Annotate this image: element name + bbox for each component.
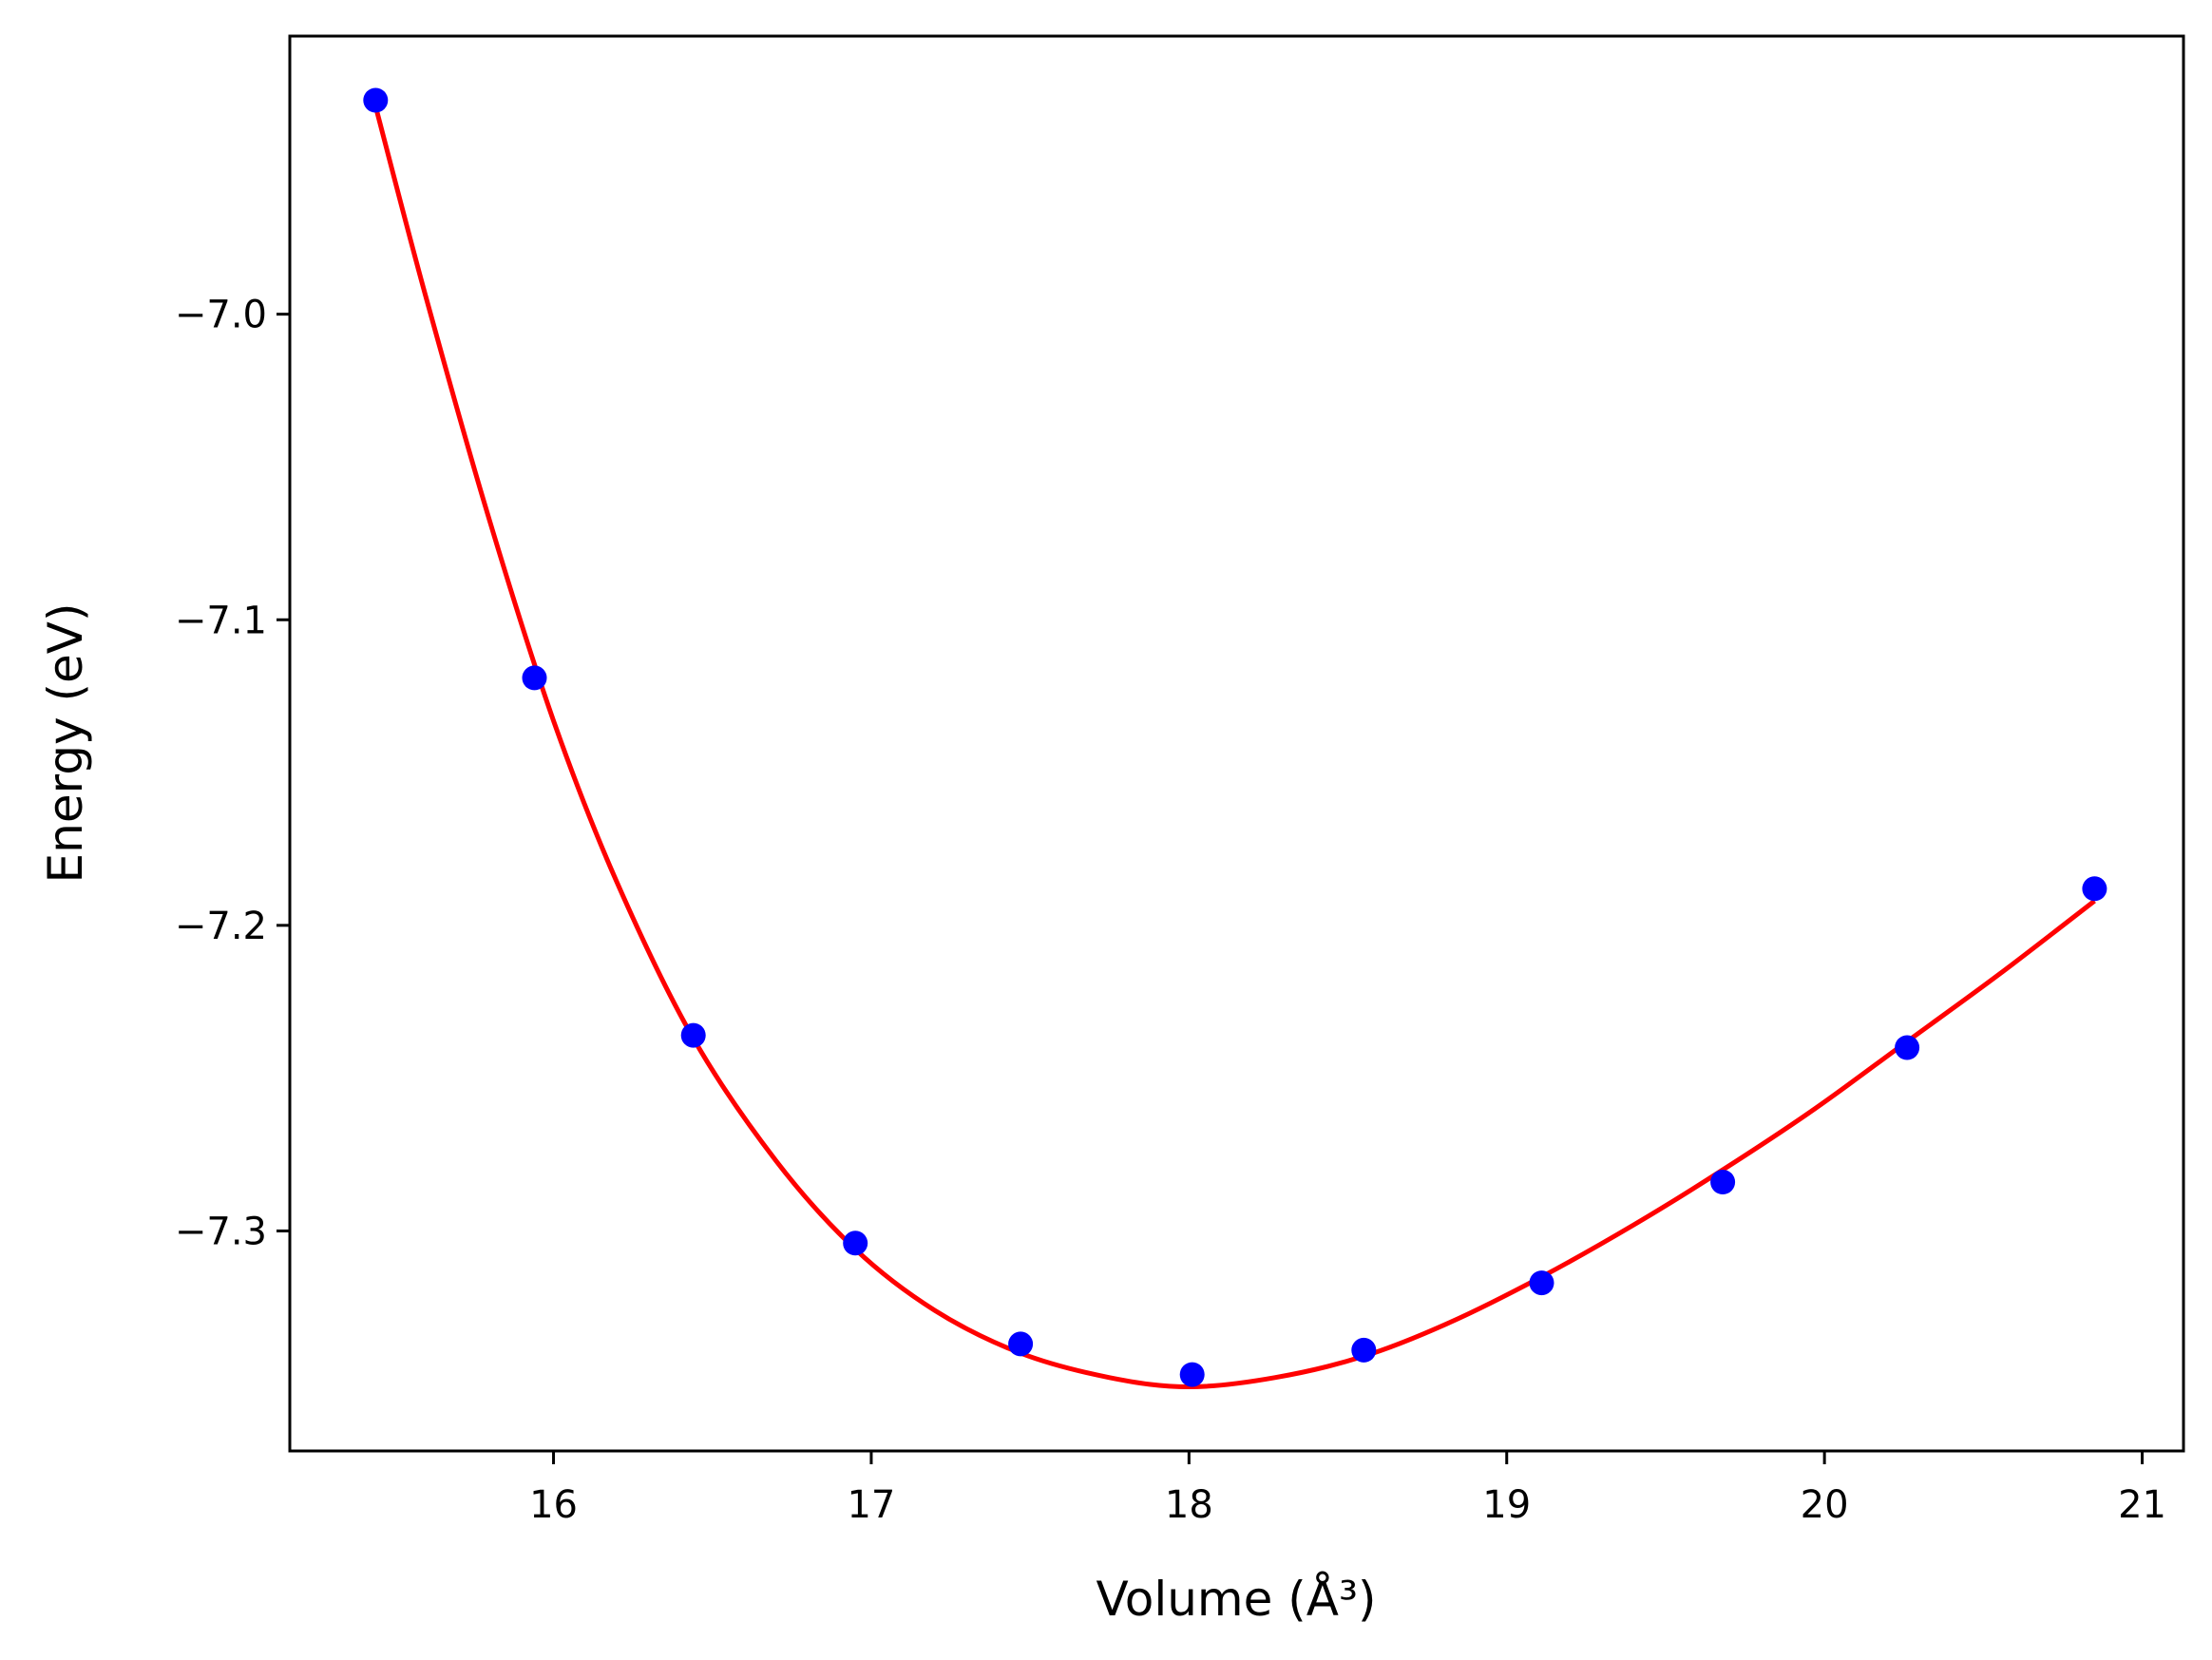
data-point [2082, 876, 2107, 902]
x-tick-label: 18 [1165, 1483, 1213, 1527]
x-axis-label: Volume (Å³) [1096, 1572, 1376, 1627]
data-point [843, 1231, 868, 1256]
y-axis-label: Energy (eV) [38, 603, 93, 884]
data-point [363, 87, 389, 113]
data-points-layer [363, 87, 2107, 1387]
fit-curve [372, 105, 2096, 1389]
data-point [522, 665, 547, 691]
x-axis-ticks: 16 17 18 19 20 21 [529, 1451, 2166, 1527]
x-tick-label: 20 [1801, 1483, 1849, 1527]
y-tick-label: −7.1 [175, 599, 267, 642]
x-tick-label: 21 [2118, 1483, 2166, 1527]
data-point [1179, 1362, 1205, 1387]
y-tick-label: −7.2 [175, 905, 267, 948]
data-point [1008, 1331, 1034, 1357]
data-point [1895, 1035, 1920, 1060]
data-point [1529, 1270, 1554, 1296]
fit-curve-layer [372, 105, 2096, 1389]
data-point [1351, 1337, 1377, 1363]
plot-background [290, 36, 2183, 1451]
plot-frame [288, 34, 2185, 1453]
y-axis-ticks: −7.0 −7.1 −7.2 −7.3 [175, 294, 290, 1253]
x-tick-label: 19 [1482, 1483, 1531, 1527]
y-tick-label: −7.3 [175, 1210, 267, 1253]
x-tick-label: 17 [847, 1483, 895, 1527]
data-point [1710, 1170, 1736, 1194]
data-point [680, 1022, 706, 1048]
y-tick-label: −7.0 [175, 294, 267, 337]
x-tick-label: 16 [529, 1483, 578, 1527]
